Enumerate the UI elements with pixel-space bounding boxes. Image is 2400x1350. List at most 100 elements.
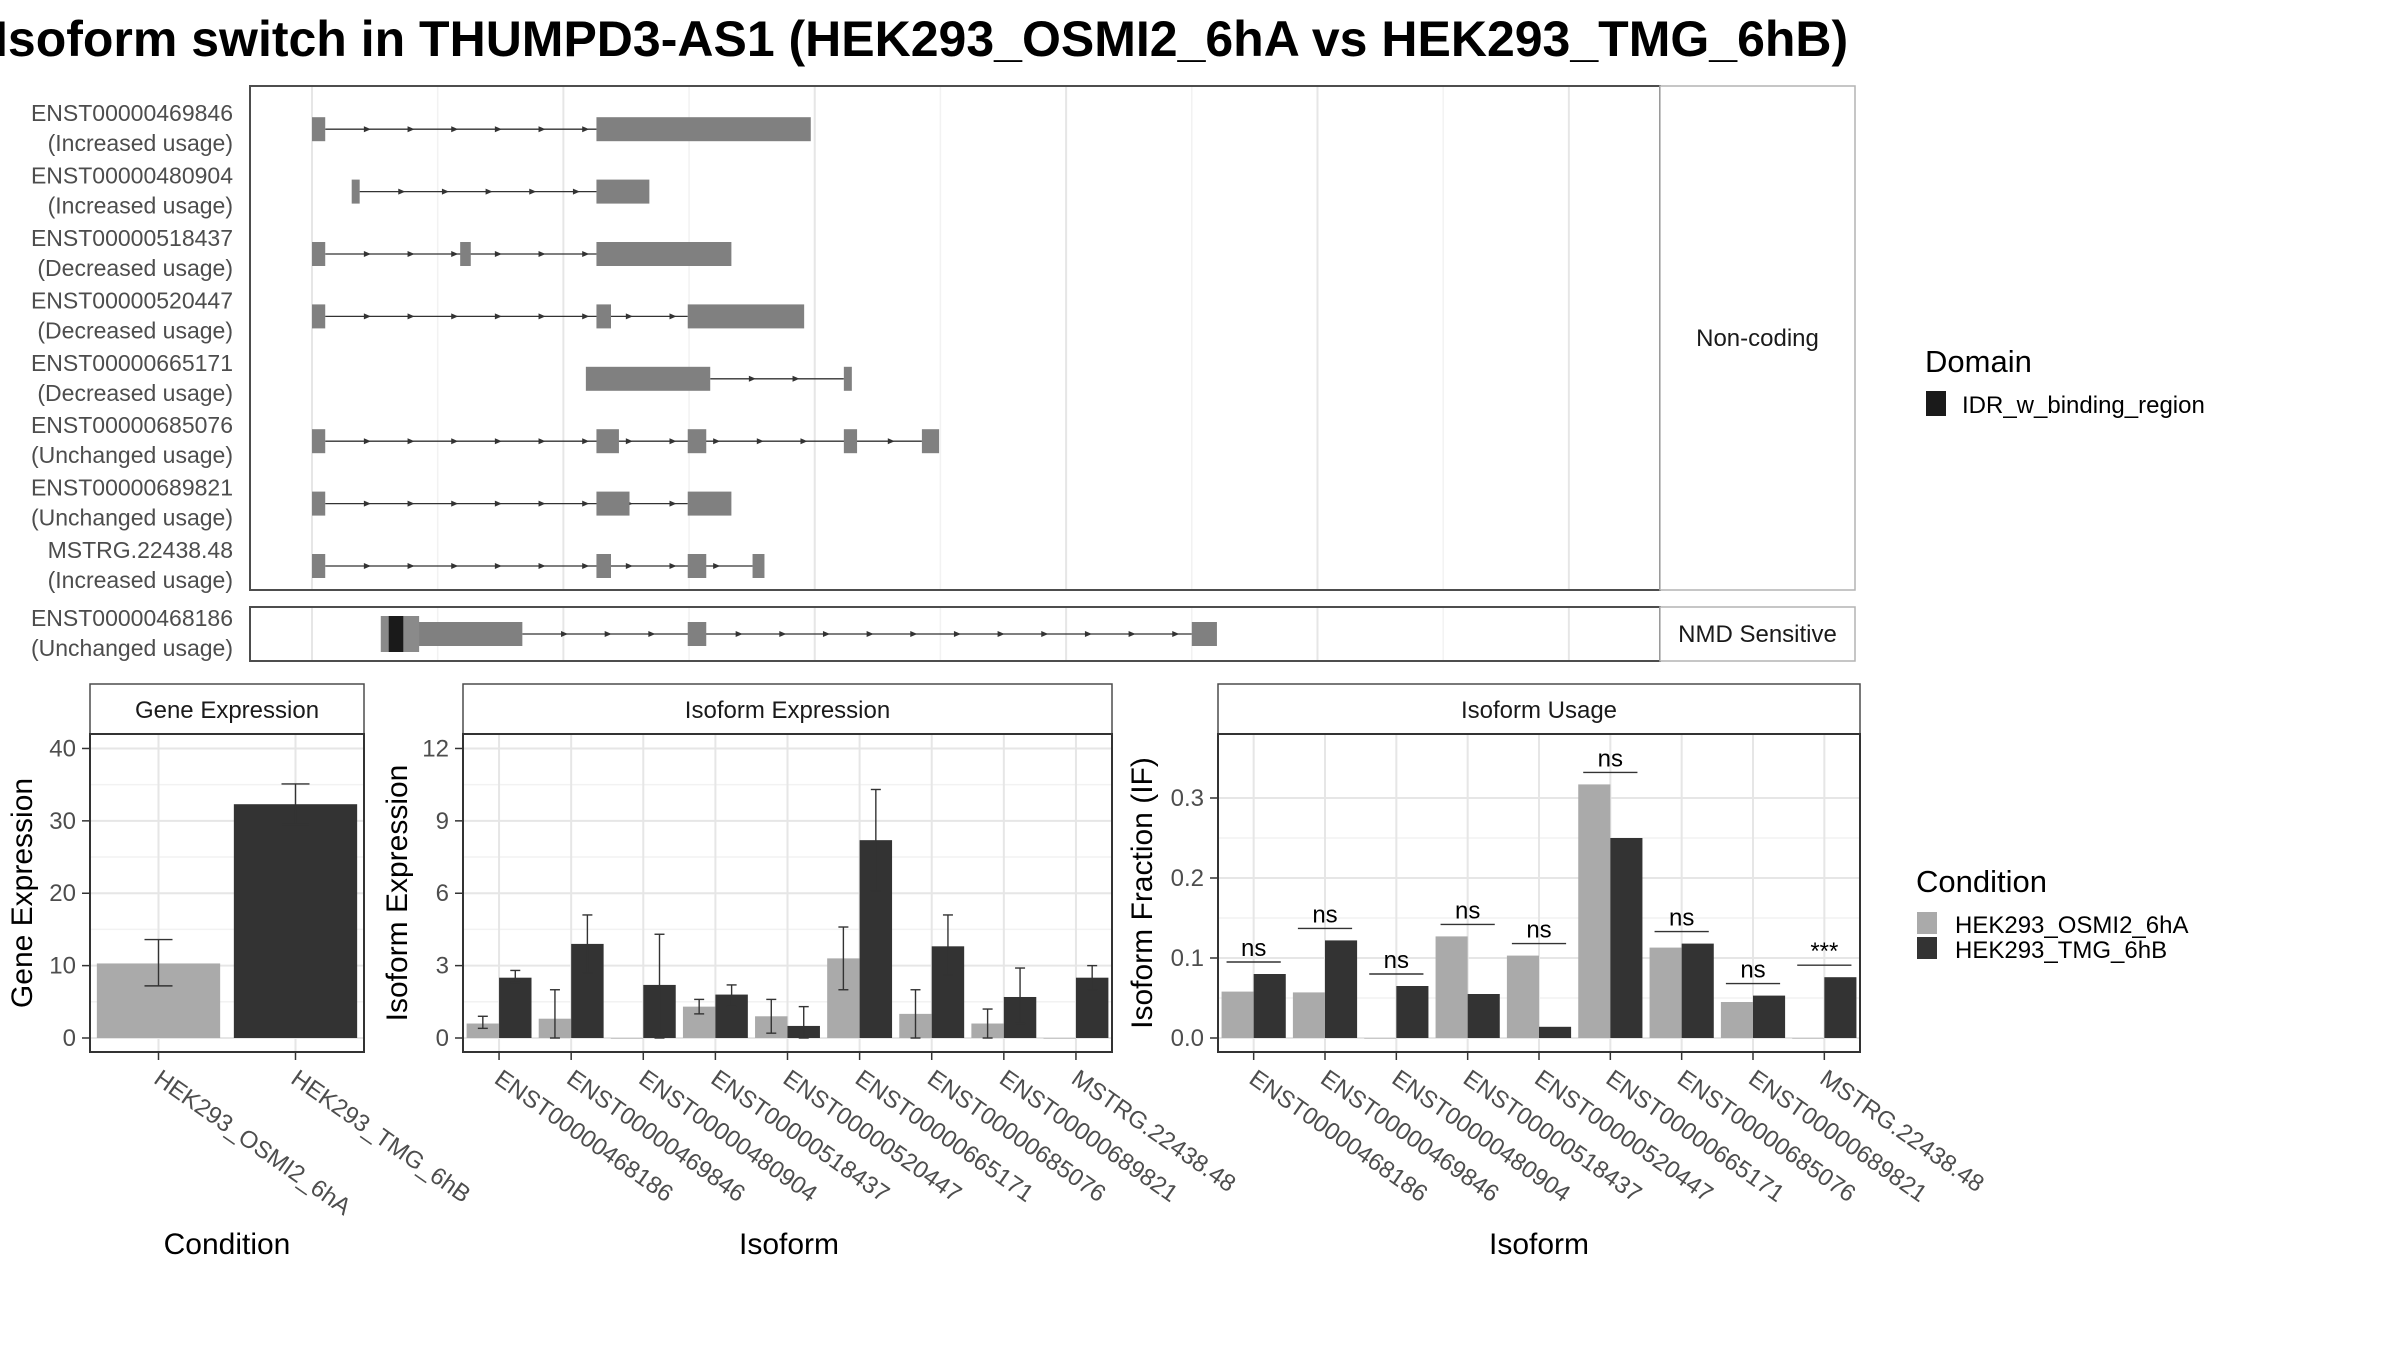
intron-direction-arrow bbox=[1041, 631, 1049, 637]
intron-direction-arrow bbox=[538, 251, 546, 257]
transcript-id-label: ENST00000518437 bbox=[31, 225, 233, 251]
intron-direction-arrow bbox=[451, 251, 459, 257]
bar bbox=[1364, 1038, 1397, 1039]
bar bbox=[499, 977, 532, 1038]
intron-direction-arrow bbox=[735, 631, 743, 637]
condition-legend-title: Condition bbox=[1916, 864, 2047, 899]
intron-direction-arrow bbox=[669, 563, 677, 569]
transcript-panel-non-coding: Non-coding ENST00000469846 (Increased usag… bbox=[31, 85, 1856, 593]
intron-direction-arrow bbox=[363, 438, 371, 445]
bar bbox=[1578, 784, 1611, 1038]
isoform-expression-panel: Isoform Expression036912ENST00000468186E… bbox=[381, 683, 1240, 1261]
transcript-usage-label: (Unchanged usage) bbox=[31, 505, 233, 531]
bar bbox=[1539, 1026, 1572, 1038]
significance-label: ns bbox=[1455, 897, 1480, 924]
intron-direction-arrow bbox=[648, 631, 656, 637]
exon-block bbox=[687, 491, 732, 516]
transcript-id-label: ENST00000480904 bbox=[31, 163, 233, 189]
y-tick-label: 9 bbox=[436, 808, 449, 835]
exon-block bbox=[312, 117, 326, 142]
intron-direction-arrow bbox=[363, 126, 371, 133]
intron-direction-arrow bbox=[582, 500, 590, 507]
bar bbox=[466, 1023, 500, 1038]
intron-direction-arrow bbox=[572, 188, 580, 195]
intron-direction-arrow bbox=[713, 563, 721, 569]
condition-legend-swatch bbox=[1917, 937, 1937, 959]
isoform-usage-panel: Isoform Usage0.00.10.20.3ENST00000468186… bbox=[1126, 683, 1989, 1261]
x-axis-title: Isoform bbox=[1489, 1228, 1589, 1261]
transcript-id-label: ENST00000689821 bbox=[31, 475, 233, 501]
transcript-usage-label: (Unchanged usage) bbox=[31, 442, 233, 468]
exon-block bbox=[596, 242, 732, 266]
transcript-usage-label: (Decreased usage) bbox=[37, 317, 233, 343]
domain-legend-swatch bbox=[1926, 391, 1946, 416]
bar bbox=[1649, 947, 1682, 1038]
bar bbox=[233, 804, 358, 1038]
intron-direction-arrow bbox=[792, 375, 800, 382]
transcript-id-label: ENST00000665171 bbox=[31, 350, 233, 376]
panel-strip bbox=[1659, 606, 1856, 662]
bar bbox=[1325, 940, 1358, 1038]
bar bbox=[1720, 1002, 1753, 1038]
intron-direction-arrow bbox=[363, 251, 371, 257]
bar bbox=[1506, 955, 1539, 1038]
y-tick-label: 0.2 bbox=[1171, 865, 1204, 892]
exon-block bbox=[351, 179, 360, 204]
panel-strip-label: Gene Expression bbox=[135, 697, 319, 724]
intron-direction-arrow bbox=[451, 313, 459, 320]
intron-direction-arrow bbox=[538, 500, 546, 507]
domain-legend-title: Domain bbox=[1925, 344, 2032, 379]
significance-label: ns bbox=[1669, 905, 1694, 932]
bar bbox=[1221, 991, 1254, 1038]
intron-direction-arrow bbox=[451, 563, 459, 569]
exon-block bbox=[312, 554, 326, 578]
intron-direction-arrow bbox=[561, 631, 569, 637]
intron-direction-arrow bbox=[407, 438, 415, 445]
bar bbox=[1292, 992, 1325, 1038]
bar bbox=[1753, 995, 1786, 1038]
exon-block bbox=[460, 242, 471, 266]
exon-block bbox=[312, 429, 326, 454]
intron-direction-arrow bbox=[669, 313, 677, 320]
transcript-row: ENST00000480904 (Increased usage) bbox=[31, 163, 650, 219]
transcript-row: ENST00000468186 (Unchanged usage) bbox=[31, 605, 1217, 661]
intron-direction-arrow bbox=[582, 563, 590, 569]
intron-direction-arrow bbox=[582, 251, 590, 257]
intron-direction-arrow bbox=[1084, 631, 1092, 637]
significance-label: ns bbox=[1598, 745, 1623, 772]
significance-label: ns bbox=[1241, 935, 1266, 962]
intron-direction-arrow bbox=[604, 631, 612, 637]
intron-direction-arrow bbox=[1128, 631, 1136, 637]
exon-block bbox=[687, 304, 805, 329]
transcript-id-label: ENST00000469846 bbox=[31, 100, 233, 126]
panel-strip-label: Non-coding bbox=[1696, 325, 1819, 352]
transcript-usage-label: (Increased usage) bbox=[48, 130, 233, 156]
exon-block bbox=[921, 429, 940, 454]
exon-block bbox=[312, 304, 326, 329]
exon-block bbox=[1191, 622, 1217, 646]
condition-legend-entry: HEK293_TMG_6hB bbox=[1955, 937, 2167, 964]
y-tick-label: 0.0 bbox=[1171, 1025, 1204, 1052]
transcript-usage-label: (Increased usage) bbox=[48, 193, 233, 219]
exon-block bbox=[752, 554, 765, 578]
bar bbox=[1043, 1038, 1076, 1039]
condition-legend-entry: HEK293_OSMI2_6hA bbox=[1955, 912, 2188, 939]
transcript-id-label: ENST00000520447 bbox=[31, 287, 233, 313]
y-tick-label: 6 bbox=[436, 880, 449, 907]
exon-block bbox=[687, 429, 707, 454]
domain-legend: Domain IDR_w_binding_region bbox=[1925, 344, 2205, 419]
intron-direction-arrow bbox=[887, 438, 895, 445]
intron-direction-arrow bbox=[363, 313, 371, 320]
bar bbox=[1792, 1038, 1825, 1039]
exon-block bbox=[596, 117, 811, 142]
panel-border bbox=[462, 733, 1113, 1053]
exon-block bbox=[843, 429, 858, 454]
panel-strip-label: NMD Sensitive bbox=[1678, 621, 1837, 648]
intron-direction-arrow bbox=[997, 631, 1005, 637]
exon-block bbox=[596, 429, 619, 454]
significance-label: *** bbox=[1810, 938, 1838, 965]
exon-block bbox=[596, 491, 630, 516]
panel-strip bbox=[1659, 85, 1856, 591]
